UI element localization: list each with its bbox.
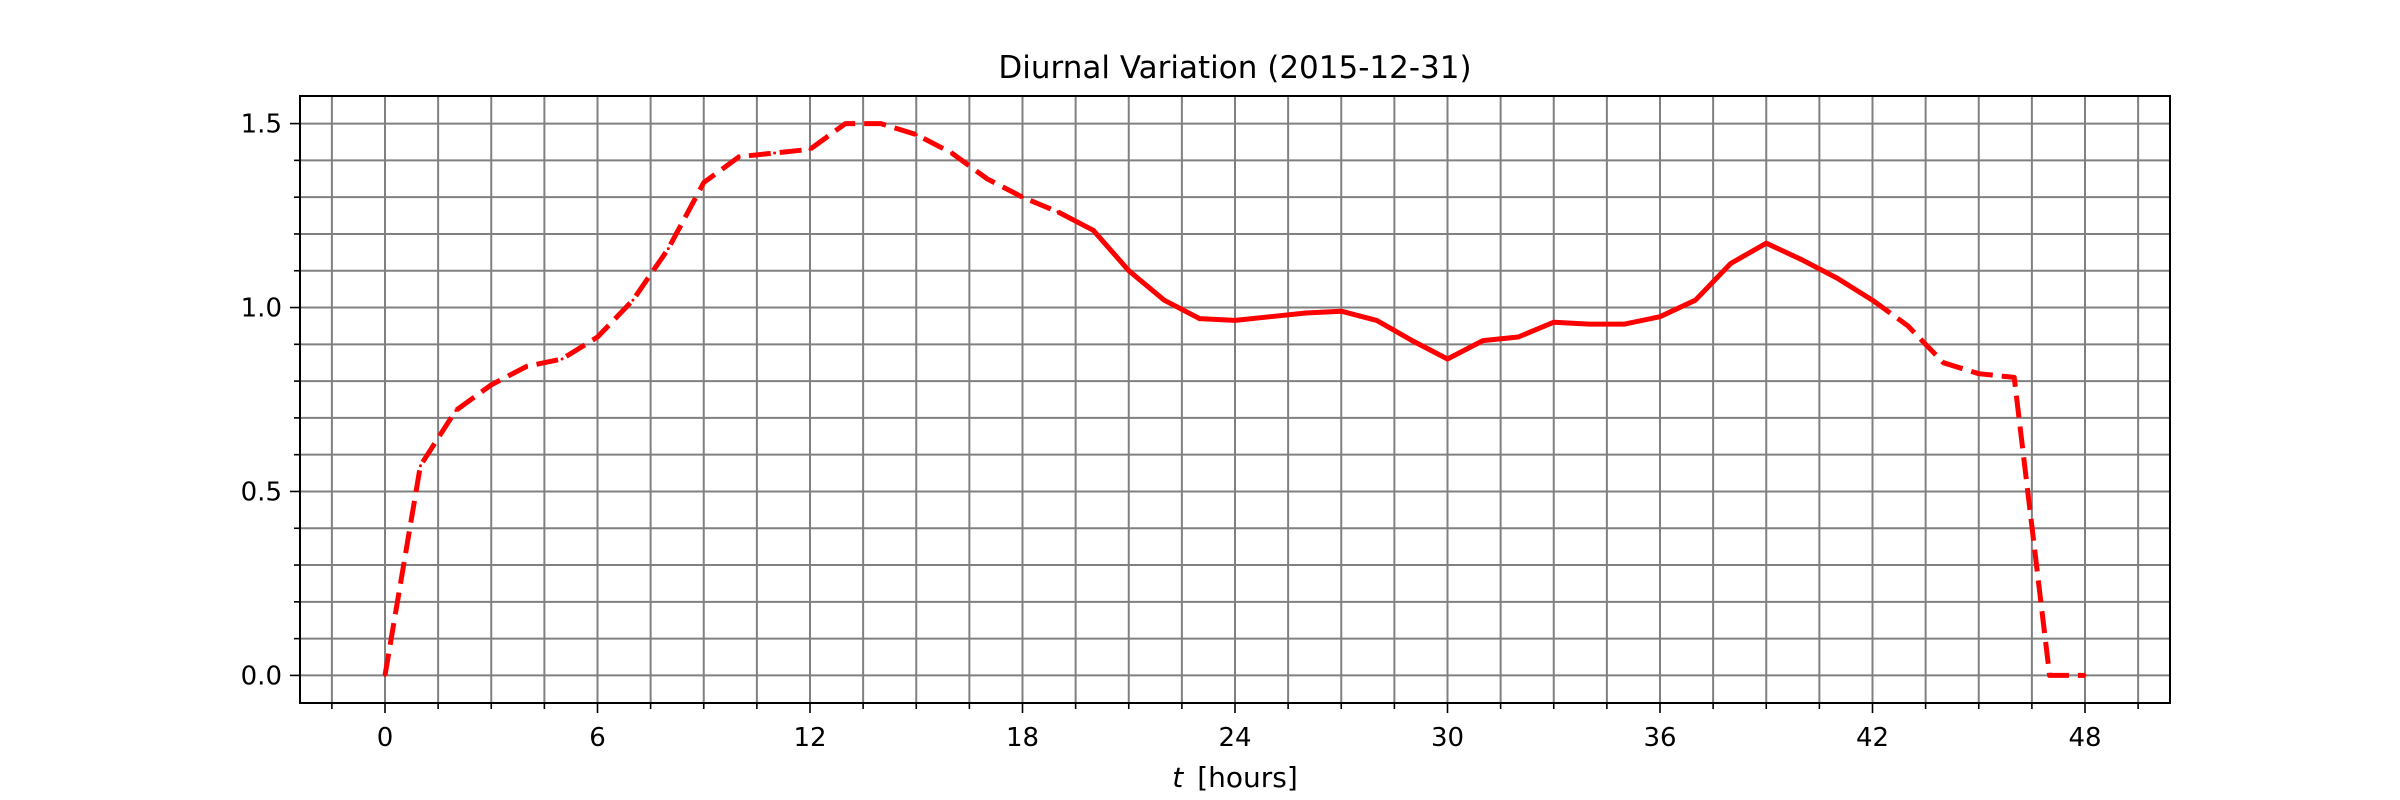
data-point — [1623, 322, 1627, 326]
data-point — [1764, 241, 1768, 245]
data-point — [1516, 335, 1520, 339]
data-point — [1693, 298, 1697, 302]
data-point — [2083, 673, 2087, 677]
x-axis-label: t [hours] — [1172, 761, 1298, 794]
data-point — [1906, 324, 1910, 328]
data-point — [1304, 311, 1308, 315]
y-tick-label: 0.5 — [241, 477, 282, 507]
data-point — [383, 673, 387, 677]
x-tick-label: 18 — [1006, 723, 1039, 753]
data-point — [1729, 261, 1733, 265]
x-tick-label: 30 — [1431, 723, 1464, 753]
axis-ticks: 0 6 12 18 24 30 36 42 48 0.0 0.5 1.0 1.5 — [241, 110, 2139, 753]
y-tick-label: 0.0 — [241, 661, 282, 691]
data-point — [737, 155, 741, 159]
data-point — [702, 180, 706, 184]
x-tick-label: 42 — [1856, 723, 1889, 753]
data-point — [454, 409, 458, 413]
data-point — [1021, 195, 1024, 199]
series-line-solid — [1056, 209, 1874, 362]
data-point — [1127, 269, 1131, 273]
data-point — [2048, 673, 2052, 677]
data-series — [382, 121, 2087, 678]
data-point — [1481, 339, 1485, 343]
data-point — [2012, 375, 2016, 379]
data-point — [1835, 276, 1839, 280]
data-point — [1410, 339, 1414, 343]
data-point — [1056, 210, 1060, 214]
data-point — [1162, 298, 1166, 302]
data-point — [1658, 315, 1662, 319]
data-point — [843, 122, 847, 126]
x-tick-label: 12 — [793, 723, 826, 753]
data-point — [1552, 320, 1556, 324]
x-tick-label: 48 — [2068, 723, 2101, 753]
data-point — [1091, 228, 1095, 232]
data-point — [1871, 298, 1874, 302]
data-point — [950, 151, 954, 155]
data-point — [418, 464, 422, 468]
data-point — [489, 383, 493, 387]
data-point — [631, 298, 635, 302]
data-point — [1800, 258, 1804, 262]
data-point — [1198, 317, 1202, 321]
data-point — [773, 151, 777, 155]
x-tick-label: 0 — [377, 723, 394, 753]
data-point — [1587, 322, 1591, 326]
data-point — [808, 147, 812, 151]
data-point — [1941, 361, 1945, 365]
data-point — [1375, 318, 1379, 322]
data-point — [985, 177, 989, 181]
data-point — [560, 357, 564, 361]
data-point — [879, 122, 883, 126]
x-tick-label: 6 — [589, 723, 606, 753]
series-line-dashed — [382, 121, 1059, 676]
data-point — [1339, 309, 1343, 313]
data-point — [1446, 357, 1449, 361]
x-tick-label: 24 — [1218, 723, 1251, 753]
data-point — [666, 247, 670, 251]
data-point — [1233, 318, 1237, 322]
data-point — [596, 335, 599, 339]
x-axis-unit: [hours] — [1197, 761, 1298, 794]
data-point — [1977, 372, 1981, 376]
y-tick-label: 1.0 — [241, 294, 282, 324]
grid-lines — [300, 96, 2170, 703]
x-tick-label: 36 — [1643, 723, 1676, 753]
y-tick-label: 1.5 — [241, 110, 282, 140]
chart-title: Diurnal Variation (2015-12-31) — [998, 50, 1471, 86]
data-point — [1268, 315, 1272, 319]
data-point — [525, 364, 529, 368]
x-axis-variable: t — [1172, 761, 1184, 794]
data-point — [914, 133, 918, 137]
